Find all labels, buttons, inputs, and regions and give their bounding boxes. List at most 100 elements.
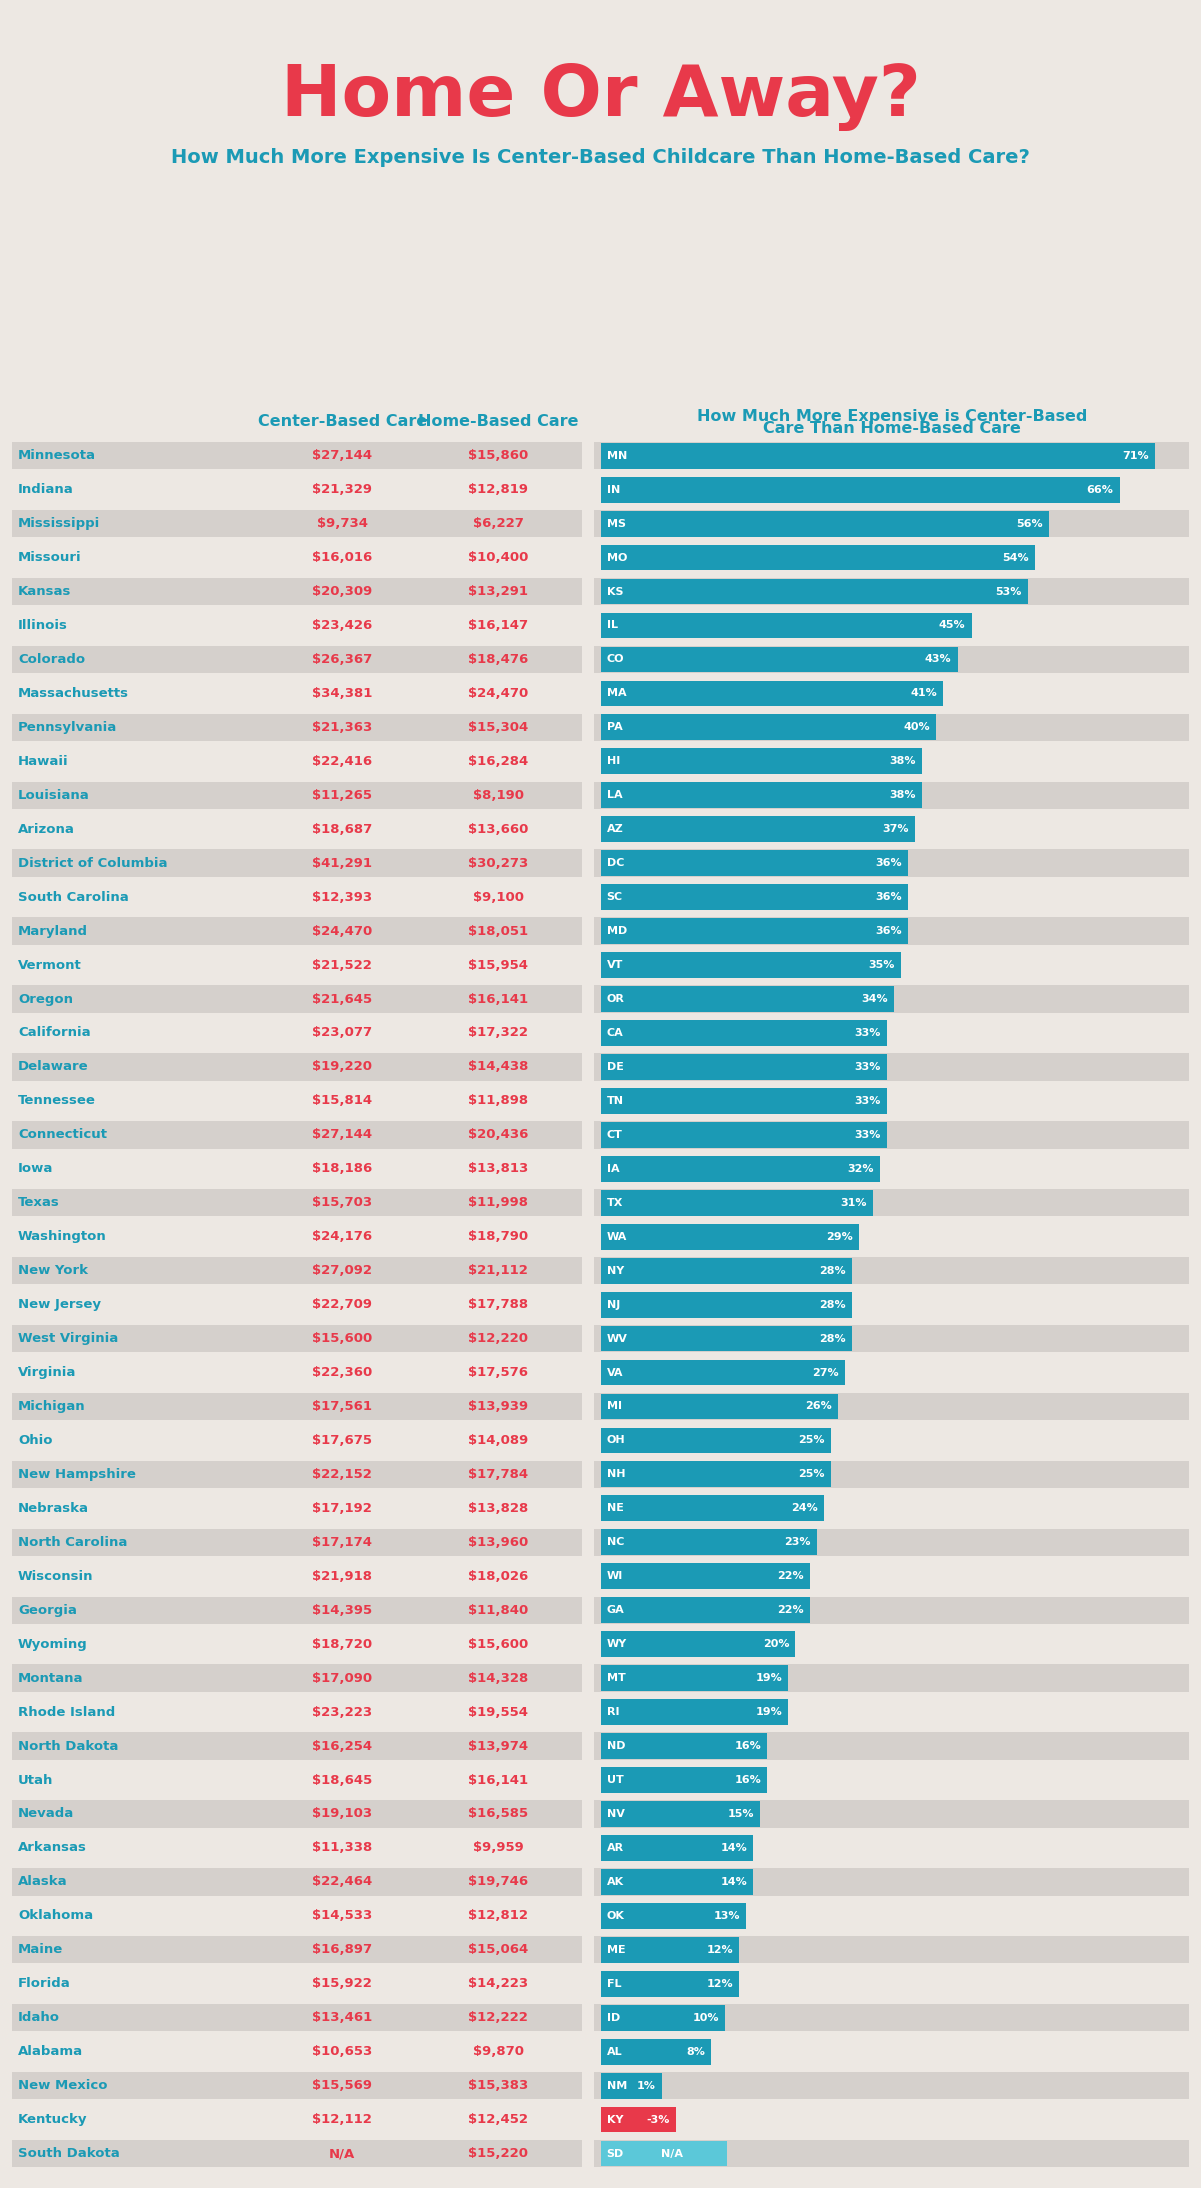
- Text: $18,051: $18,051: [468, 926, 528, 939]
- Text: Iowa: Iowa: [18, 1162, 53, 1175]
- Text: 22%: 22%: [777, 1571, 803, 1582]
- Text: OK: OK: [607, 1910, 625, 1921]
- Text: Alabama: Alabama: [18, 2046, 83, 2059]
- Text: $17,192: $17,192: [312, 1501, 372, 1514]
- Text: 34%: 34%: [861, 993, 888, 1004]
- Bar: [600, 510, 1050, 536]
- Text: 22%: 22%: [777, 1606, 803, 1615]
- Text: 38%: 38%: [890, 790, 916, 801]
- Text: $12,819: $12,819: [468, 484, 528, 497]
- Text: GA: GA: [607, 1606, 625, 1615]
- Text: 25%: 25%: [799, 1470, 825, 1479]
- Text: Tennessee: Tennessee: [18, 1094, 96, 1107]
- Bar: [600, 1494, 824, 1521]
- Text: 36%: 36%: [876, 893, 902, 901]
- Text: $9,870: $9,870: [473, 2046, 524, 2059]
- Bar: [12, 1020, 582, 1046]
- Bar: [12, 2004, 582, 2030]
- Text: N/A: N/A: [661, 2149, 682, 2160]
- Bar: [594, 1733, 1189, 1759]
- Bar: [594, 442, 1189, 470]
- Text: $18,026: $18,026: [468, 1569, 528, 1582]
- Text: $21,522: $21,522: [312, 958, 372, 971]
- Text: $17,090: $17,090: [312, 1672, 372, 1685]
- Bar: [12, 985, 582, 1013]
- Bar: [594, 816, 1189, 842]
- Bar: [594, 645, 1189, 674]
- Text: Wyoming: Wyoming: [18, 1637, 88, 1650]
- Text: Minnesota: Minnesota: [18, 449, 96, 462]
- Bar: [600, 1462, 831, 1488]
- Bar: [600, 1836, 753, 1860]
- Bar: [594, 1394, 1189, 1420]
- Text: Nevada: Nevada: [18, 1807, 74, 1820]
- Text: Utah: Utah: [18, 1774, 53, 1785]
- Bar: [600, 952, 901, 978]
- Text: Oregon: Oregon: [18, 993, 73, 1006]
- Text: DE: DE: [607, 1061, 623, 1072]
- Text: Nebraska: Nebraska: [18, 1501, 89, 1514]
- Text: ME: ME: [607, 1945, 626, 1954]
- Text: RI: RI: [607, 1707, 619, 1718]
- Text: $15,383: $15,383: [468, 2079, 528, 2092]
- Text: $41,291: $41,291: [312, 858, 372, 869]
- Text: Idaho: Idaho: [18, 2011, 60, 2024]
- Text: Montana: Montana: [18, 1672, 84, 1685]
- Bar: [594, 1801, 1189, 1827]
- Bar: [12, 2072, 582, 2098]
- Bar: [600, 1632, 795, 1656]
- Text: New Hampshire: New Hampshire: [18, 1468, 136, 1481]
- Bar: [12, 1936, 582, 1963]
- Bar: [600, 2140, 727, 2166]
- Text: $17,561: $17,561: [312, 1400, 372, 1413]
- Text: Delaware: Delaware: [18, 1061, 89, 1074]
- Text: Care Than Home-Based Care: Care Than Home-Based Care: [763, 420, 1021, 435]
- Text: $14,533: $14,533: [312, 1910, 372, 1923]
- Bar: [600, 1258, 852, 1284]
- Text: 28%: 28%: [819, 1300, 846, 1311]
- Text: 15%: 15%: [728, 1809, 754, 1818]
- Text: Rhode Island: Rhode Island: [18, 1707, 115, 1718]
- Text: $15,814: $15,814: [312, 1094, 372, 1107]
- Bar: [12, 917, 582, 945]
- Text: 71%: 71%: [1122, 451, 1149, 462]
- Text: $9,734: $9,734: [317, 516, 368, 529]
- Bar: [600, 851, 908, 875]
- Bar: [12, 1562, 582, 1591]
- Bar: [594, 1529, 1189, 1556]
- Text: Massachusetts: Massachusetts: [18, 687, 129, 700]
- Bar: [12, 442, 582, 470]
- Bar: [594, 2037, 1189, 2065]
- Text: Arizona: Arizona: [18, 823, 74, 836]
- Bar: [12, 1801, 582, 1827]
- Bar: [12, 1256, 582, 1284]
- Text: Home Or Away?: Home Or Away?: [281, 61, 920, 131]
- Text: CT: CT: [607, 1129, 622, 1140]
- Bar: [600, 1597, 809, 1623]
- Bar: [12, 1394, 582, 1420]
- Text: 19%: 19%: [755, 1707, 782, 1718]
- Text: $12,393: $12,393: [312, 891, 372, 904]
- Text: $11,338: $11,338: [312, 1842, 372, 1855]
- Text: $13,461: $13,461: [312, 2011, 372, 2024]
- Text: NJ: NJ: [607, 1300, 620, 1311]
- Bar: [600, 987, 894, 1011]
- Bar: [12, 613, 582, 639]
- Text: VA: VA: [607, 1368, 623, 1378]
- Bar: [12, 1188, 582, 1217]
- Bar: [594, 1665, 1189, 1691]
- Text: TN: TN: [607, 1096, 623, 1105]
- Text: $12,452: $12,452: [468, 2114, 528, 2127]
- Text: UT: UT: [607, 1774, 623, 1785]
- Text: $24,470: $24,470: [468, 687, 528, 700]
- Text: $17,784: $17,784: [468, 1468, 528, 1481]
- Text: $21,112: $21,112: [468, 1265, 528, 1278]
- Text: Maine: Maine: [18, 1943, 64, 1956]
- Bar: [12, 645, 582, 674]
- Text: AL: AL: [607, 2046, 622, 2057]
- Text: 33%: 33%: [855, 1096, 882, 1105]
- Text: $8,190: $8,190: [473, 790, 524, 801]
- Text: 28%: 28%: [819, 1332, 846, 1343]
- Text: 56%: 56%: [1016, 519, 1044, 529]
- Bar: [594, 849, 1189, 877]
